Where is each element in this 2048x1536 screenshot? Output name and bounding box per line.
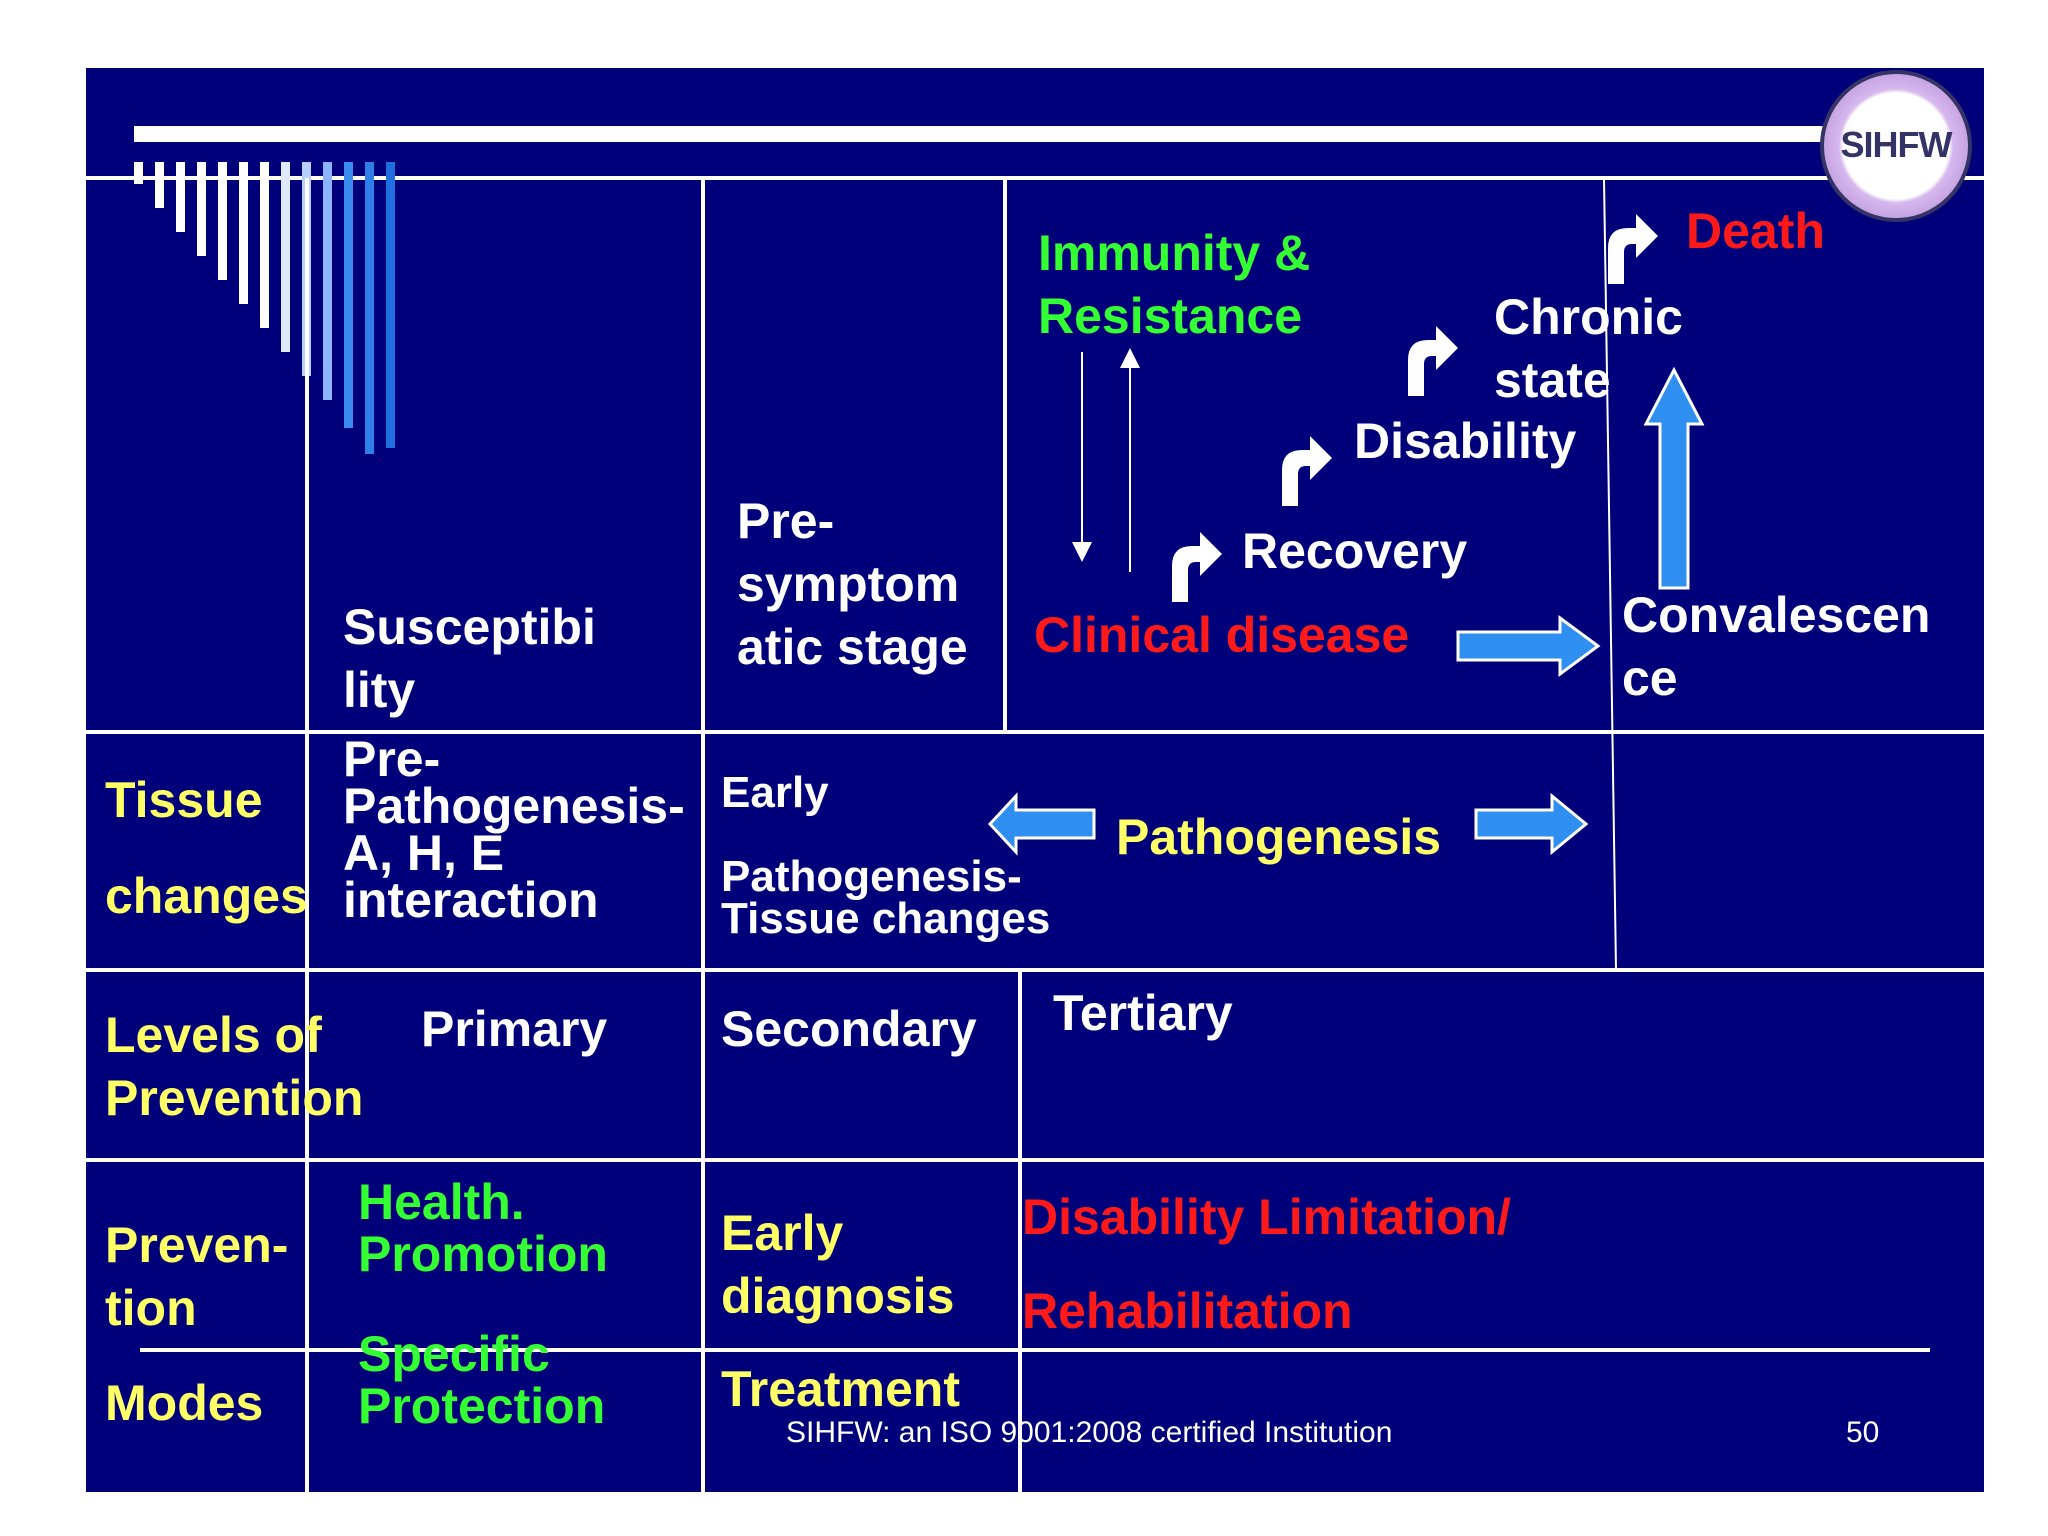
- header-bar: [134, 126, 1824, 142]
- chronic-state-label: Chronic state: [1494, 289, 1683, 408]
- prevention-modes-label-bottom: Modes: [105, 1375, 264, 1431]
- step-arrows: [1160, 214, 1658, 602]
- susceptibility-label: Susceptibi lity: [343, 599, 596, 718]
- convalescence-label: Convalescen ce: [1622, 587, 1931, 706]
- secondary-label: Secondary: [721, 1001, 977, 1057]
- footer-text: SIHFW: an ISO 9001:2008 certified Instit…: [786, 1416, 1393, 1449]
- health-promotion-label: Health. Promotion: [358, 1174, 608, 1282]
- page-number: 50: [1846, 1416, 1880, 1449]
- presymptomatic-label: Pre- symptom atic stage: [737, 493, 968, 675]
- early-diagnosis-label: Early diagnosis: [721, 1205, 955, 1324]
- pathogenesis-label: Pathogenesis: [1116, 809, 1442, 865]
- clinical-disease-label: Clinical disease: [1034, 607, 1410, 663]
- specific-protection-label: Specific Protection: [358, 1326, 606, 1434]
- grid-horizontal: [86, 730, 1984, 1352]
- sihfw-logo: SIHFW: [1820, 70, 1972, 222]
- grid-vertical: [305, 177, 1617, 1492]
- slide-background: [86, 68, 1984, 1492]
- primary-label: Primary: [421, 1001, 608, 1057]
- prepathogenesis-label: Pre- Pathogenesis- A, H, E interaction: [343, 731, 685, 928]
- blue-block-arrows: [987, 366, 1705, 856]
- tissue-changes-label: Tissue changes: [105, 772, 308, 924]
- levels-of-prevention-label: Levels of Prevention: [105, 1007, 364, 1126]
- early-pathogenesis-label: Early Pathogenesis- Tissue changes: [721, 768, 1051, 943]
- sihfw-logo-text: SIHFW: [1840, 124, 1953, 165]
- disability-limitation-label: Disability Limitation/: [1022, 1189, 1511, 1245]
- decorative-comb: [134, 162, 395, 454]
- disability-label: Disability: [1354, 413, 1577, 469]
- immunity-resistance-label: Immunity & Resistance: [1038, 225, 1311, 344]
- death-label: Death: [1686, 203, 1825, 259]
- recovery-label: Recovery: [1242, 523, 1468, 579]
- tertiary-label: Tertiary: [1053, 985, 1233, 1041]
- rehabilitation-label: Rehabilitation: [1022, 1283, 1353, 1339]
- treatment-label: Treatment: [721, 1361, 960, 1417]
- prevention-modes-label-top: Preven- tion: [105, 1217, 289, 1336]
